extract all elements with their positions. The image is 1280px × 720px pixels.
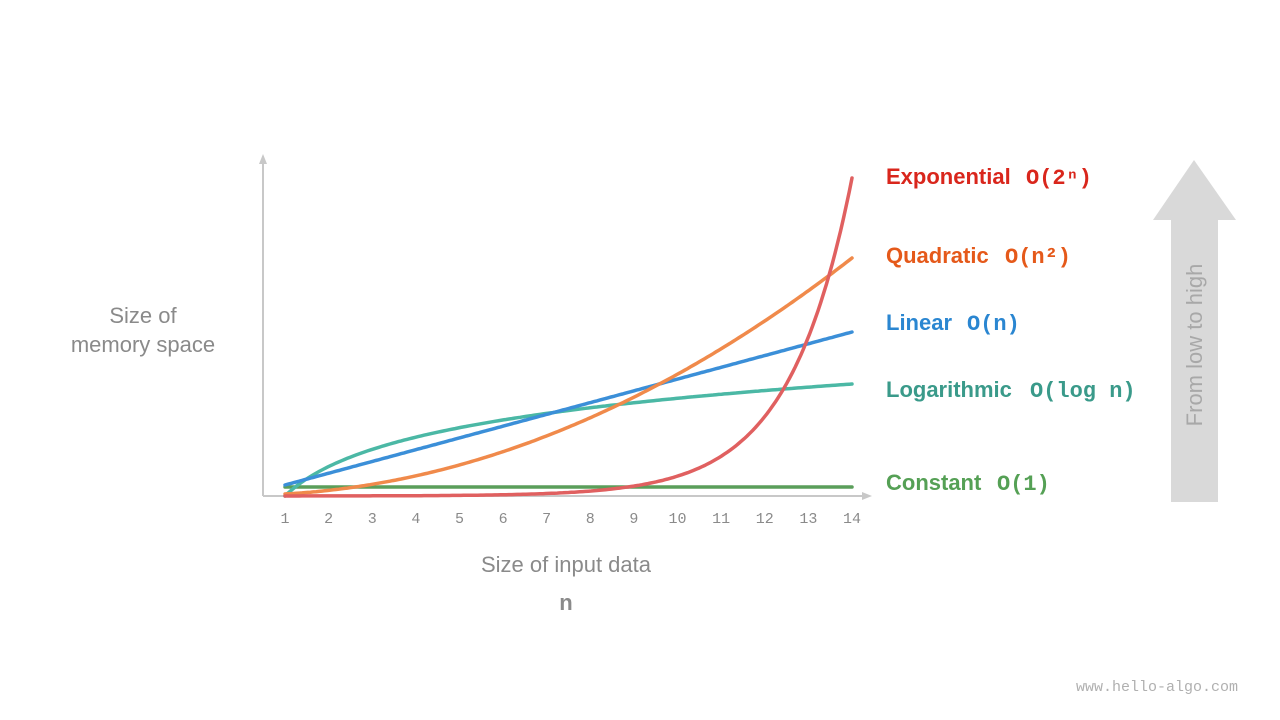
x-tick-label: 4 [411,511,420,528]
curve-name: Linear [886,310,952,335]
linear-curve [283,330,854,487]
curve-notation: O(n) [967,312,1020,337]
arrow-label: From low to high [1182,264,1207,427]
x-tick-label: 7 [542,511,551,528]
curve-name: Quadratic [886,243,989,268]
x-tick-label: 2 [324,511,333,528]
watermark: www.hello-algo.com [1076,679,1238,696]
curve-notation: O(1) [997,472,1050,497]
y-label: memory space [71,332,215,357]
x-tick-label: 1 [280,511,289,528]
logarithmic-curve [283,382,854,498]
y-label: Size of [109,303,177,328]
x-tick-label: 3 [368,511,377,528]
x-tick-label: 10 [669,511,687,528]
exponential-curve [283,176,854,498]
x-tick-label: 12 [756,511,774,528]
y-axis-arrow [259,154,267,164]
x-tick-label: 9 [629,511,638,528]
x-variable: n [559,590,572,615]
x-tick-label: 6 [499,511,508,528]
x-tick-label: 8 [586,511,595,528]
quadratic-curve [283,256,854,496]
curve-notation: O(log n) [1030,379,1136,404]
x-tick-label: 11 [712,511,730,528]
curve-notation: O(2ⁿ) [1026,166,1092,191]
x-label: Size of input data [481,552,652,577]
x-axis-arrow [862,492,872,500]
curve-name: Exponential [886,164,1011,189]
curve-name: Constant [886,470,982,495]
trend-arrow [1153,160,1236,502]
x-tick-label: 5 [455,511,464,528]
x-tick-label: 14 [843,511,861,528]
curve-notation: O(n²) [1005,245,1071,270]
curve-name: Logarithmic [886,377,1012,402]
x-tick-label: 13 [799,511,817,528]
axes [259,154,872,500]
